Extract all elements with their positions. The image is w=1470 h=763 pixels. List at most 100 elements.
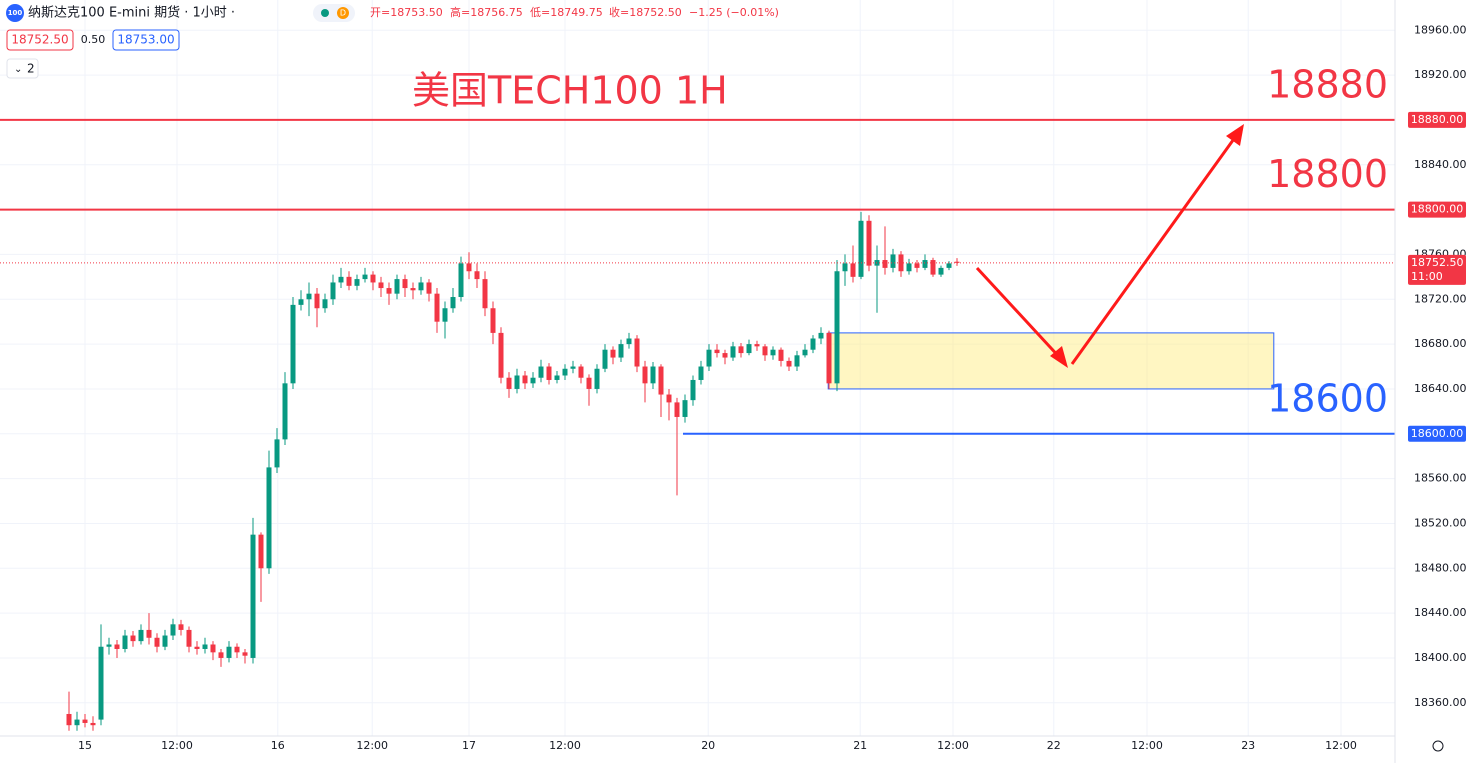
candle-body bbox=[530, 377, 536, 384]
candle-body bbox=[570, 366, 576, 369]
arrow-head bbox=[1226, 124, 1244, 146]
x-tick-label: 12:00 bbox=[937, 739, 969, 752]
candle-body bbox=[458, 263, 464, 298]
x-tick-label: 17 bbox=[462, 739, 476, 752]
candle-body bbox=[858, 220, 864, 277]
candle-body bbox=[474, 271, 480, 280]
symbol-icon bbox=[6, 4, 24, 22]
x-tick-label: 15 bbox=[78, 739, 92, 752]
candle-body bbox=[850, 263, 856, 277]
candle-body bbox=[354, 279, 360, 286]
candle-body bbox=[898, 254, 904, 272]
x-tick-label: 12:00 bbox=[549, 739, 581, 752]
status-dot bbox=[321, 9, 329, 17]
candle-body bbox=[82, 719, 88, 723]
candle-body bbox=[154, 637, 160, 647]
candle-body bbox=[418, 282, 424, 291]
candle-body bbox=[226, 646, 232, 658]
badge-text: D bbox=[340, 9, 346, 18]
level-label: 18800.00 bbox=[1411, 203, 1464, 216]
candle-body bbox=[626, 338, 632, 345]
candle-body bbox=[378, 282, 384, 289]
settings-icon[interactable] bbox=[1432, 740, 1444, 752]
y-tick-label: 18560.00 bbox=[1414, 472, 1467, 485]
last-price-time: 11:00 bbox=[1411, 270, 1443, 283]
sell-price: 18752.50 bbox=[11, 33, 68, 47]
candle-body bbox=[506, 377, 512, 389]
candle-body bbox=[146, 629, 152, 638]
level-annotation: 18800 bbox=[1267, 152, 1388, 196]
candle-body bbox=[674, 402, 680, 417]
candle-body bbox=[482, 279, 488, 309]
candle-body bbox=[786, 360, 792, 367]
candle-body bbox=[642, 366, 648, 384]
x-tick-label: 12:00 bbox=[1131, 739, 1163, 752]
buy-price: 18753.00 bbox=[117, 33, 174, 47]
candle-body bbox=[522, 375, 528, 384]
candle-body bbox=[178, 624, 184, 630]
candle-body bbox=[74, 719, 80, 726]
candle-body bbox=[802, 349, 808, 356]
candle-body bbox=[210, 644, 216, 653]
candle-body bbox=[250, 534, 256, 658]
candle-body bbox=[810, 338, 816, 350]
candle-body bbox=[394, 279, 400, 294]
y-tick-label: 18680.00 bbox=[1414, 337, 1467, 350]
level-annotation: 18880 bbox=[1267, 62, 1388, 106]
candle-body bbox=[162, 635, 168, 647]
candle-body bbox=[386, 288, 392, 294]
candle-body bbox=[490, 308, 496, 333]
y-tick-label: 18440.00 bbox=[1414, 606, 1467, 619]
candle-body bbox=[402, 279, 408, 289]
x-tick-label: 23 bbox=[1241, 739, 1255, 752]
candle-body bbox=[282, 383, 288, 440]
candle-body bbox=[682, 400, 688, 417]
candle-body bbox=[666, 394, 672, 403]
sell-button[interactable] bbox=[6, 29, 74, 51]
candle-body bbox=[170, 624, 176, 636]
candle-body bbox=[194, 646, 200, 649]
level-annotation: 18600 bbox=[1267, 376, 1388, 420]
candle-body bbox=[594, 368, 600, 389]
arrow-up bbox=[1070, 135, 1238, 365]
indicator-count: 2 bbox=[27, 62, 35, 76]
y-tick-label: 18400.00 bbox=[1414, 651, 1467, 664]
symbol-icon-text: 100 bbox=[8, 9, 23, 17]
candle-body bbox=[274, 439, 280, 468]
level-label: 18880.00 bbox=[1411, 113, 1464, 126]
candle-body bbox=[498, 332, 504, 378]
arrows bbox=[975, 124, 1244, 368]
candle-body bbox=[794, 355, 800, 367]
buy-button[interactable] bbox=[112, 29, 180, 51]
x-tick-label: 21 bbox=[853, 739, 867, 752]
candle-body bbox=[562, 368, 568, 376]
x-tick-label: 12:00 bbox=[356, 739, 388, 752]
candle-body bbox=[290, 304, 296, 384]
x-tick-label: 20 bbox=[701, 739, 715, 752]
ohlc-open: 开=18753.50 bbox=[370, 6, 443, 19]
candle-body bbox=[818, 332, 824, 339]
candle-body bbox=[450, 297, 456, 309]
symbol-title: 纳斯达克100 E-mini 期货 · 1小时 · bbox=[28, 5, 235, 21]
ohlc-change: −1.25 (−0.01%) bbox=[689, 6, 779, 19]
x-tick-label: 16 bbox=[271, 739, 285, 752]
y-tick-label: 18360.00 bbox=[1414, 696, 1467, 709]
candle-body bbox=[762, 346, 768, 356]
indicator-toggle[interactable] bbox=[6, 58, 39, 79]
candle-body bbox=[842, 263, 848, 272]
y-tick-label: 18960.00 bbox=[1414, 23, 1467, 36]
chevron: ⌄ bbox=[14, 64, 22, 75]
badge bbox=[337, 7, 349, 19]
y-tick-label: 18640.00 bbox=[1414, 382, 1467, 395]
candle-body bbox=[586, 377, 592, 389]
candle-body bbox=[722, 353, 728, 358]
y-tick-label: 18480.00 bbox=[1414, 561, 1467, 574]
axes: 18360.00 18400.00 18440.00 18480.00 18520.00… bbox=[78, 23, 1467, 752]
ohlc-close: 收=18752.50 bbox=[609, 5, 682, 19]
ohlc-low: 低=18749.75 bbox=[530, 6, 603, 19]
candle-body bbox=[370, 274, 376, 283]
candle-body bbox=[234, 646, 240, 653]
candle-body bbox=[578, 366, 584, 378]
x-tick-label: 22 bbox=[1047, 739, 1061, 752]
